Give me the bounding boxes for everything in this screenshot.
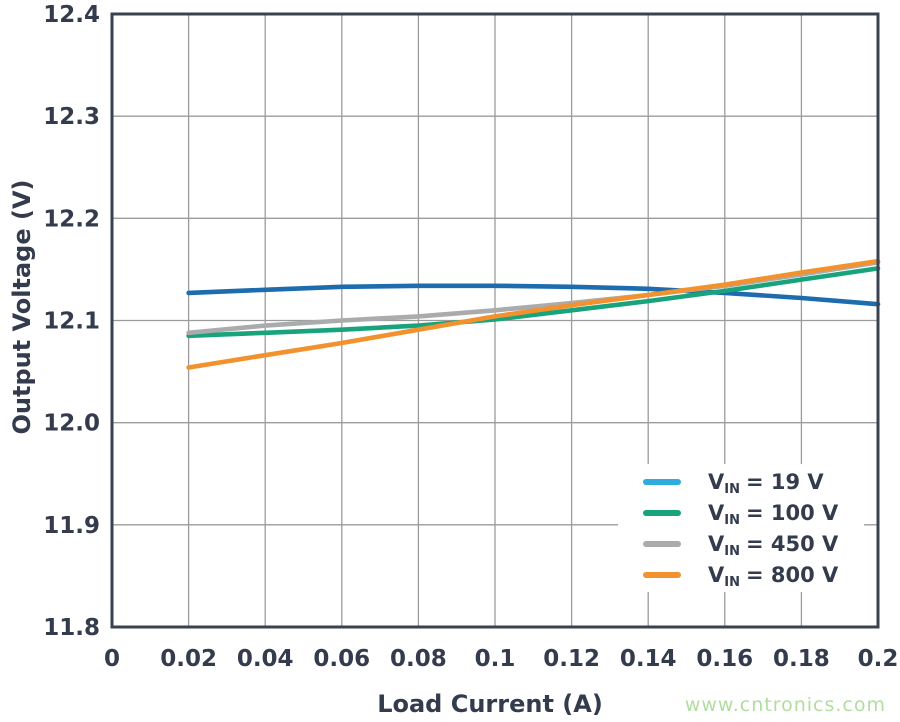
x-tick-label: 0.1: [475, 646, 516, 672]
legend-item: VIN = 800 V: [618, 559, 864, 590]
legend: VIN = 19 V VIN = 100 V VIN = 450 V VIN = 800…: [618, 464, 864, 592]
legend-swatch-vin-100: [643, 509, 681, 516]
x-tick-label: 0: [104, 646, 120, 672]
y-tick-label: 12.0: [43, 411, 100, 437]
x-tick-label: 0.04: [237, 646, 294, 672]
y-tick-label: 11.9: [43, 513, 100, 539]
x-tick-label: 0.06: [313, 646, 370, 672]
x-tick-label: 0.14: [620, 646, 677, 672]
y-tick-label: 12.1: [43, 309, 100, 335]
x-tick-label: 0.08: [390, 646, 447, 672]
series-line: [186, 283, 881, 307]
legend-label: VIN = 19 V: [708, 469, 824, 497]
y-tick-label: 12.4: [43, 2, 100, 28]
legend-item: VIN = 450 V: [618, 528, 864, 559]
legend-label: VIN = 450 V: [708, 531, 839, 559]
legend-label: VIN = 100 V: [708, 500, 839, 528]
y-tick-label: 11.8: [43, 615, 100, 641]
y-axis-title: Output Voltage (V): [8, 179, 36, 435]
series-line: [186, 258, 881, 370]
watermark: www.cntronics.com: [684, 694, 886, 716]
x-tick-label: 0.2: [858, 646, 899, 672]
x-tick-label: 0.18: [773, 646, 830, 672]
legend-swatch-vin-800: [643, 571, 681, 578]
x-axis-title: Load Current (A): [377, 690, 603, 718]
legend-item: VIN = 19 V: [618, 466, 864, 497]
y-tick-label: 12.3: [43, 104, 100, 130]
x-tick-label: 0.16: [696, 646, 753, 672]
legend-label: VIN = 800 V: [708, 562, 839, 590]
legend-item: VIN = 100 V: [618, 497, 864, 528]
plot-frame: [110, 12, 880, 629]
x-tick-label: 0.02: [160, 646, 217, 672]
series-line: [186, 266, 881, 339]
x-tick-label: 0.12: [543, 646, 600, 672]
y-tick-label: 12.2: [43, 206, 100, 232]
legend-swatch-vin-19: [643, 478, 681, 485]
legend-swatch-vin-450: [643, 540, 681, 547]
